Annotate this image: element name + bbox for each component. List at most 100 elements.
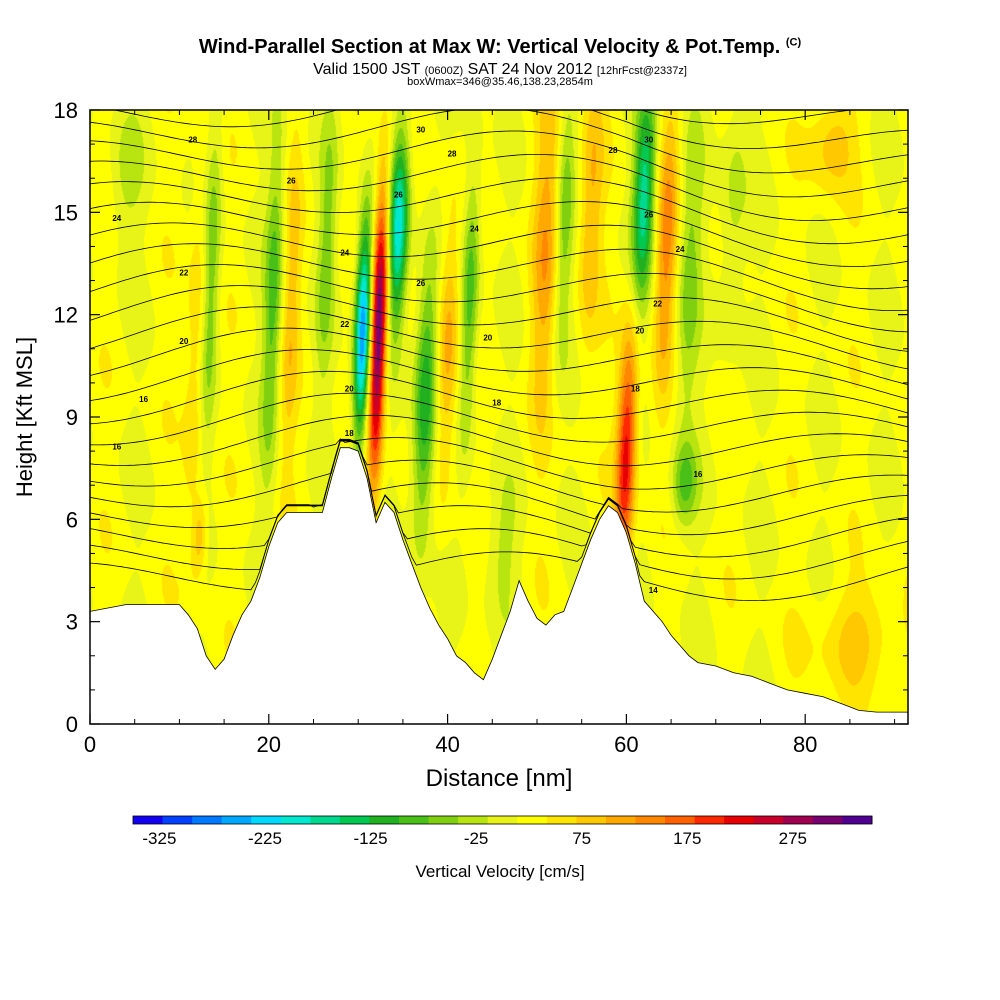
colorbar-swatch	[162, 816, 193, 824]
colorbar-swatch	[251, 816, 282, 824]
colorbar-swatch	[310, 816, 341, 824]
isentrope-line	[90, 201, 908, 267]
terrain-mask	[90, 447, 908, 724]
isentrope-label: 28	[188, 136, 197, 145]
isentrope-label: 30	[644, 136, 653, 145]
isentrope-line	[90, 439, 908, 536]
isentrope-line	[90, 154, 908, 221]
x-tick-label: 80	[793, 732, 817, 757]
colorbar-swatch	[546, 816, 577, 824]
colorbar-swatch	[280, 816, 311, 824]
isentrope-label: 28	[609, 146, 618, 155]
isentrope-line	[90, 370, 908, 425]
isentrope-label: 24	[470, 224, 479, 233]
isentrope-label: 16	[693, 470, 702, 479]
isentrope-label: 30	[416, 125, 425, 134]
isentrope-label: 24	[676, 245, 685, 254]
isentrope-line	[90, 110, 908, 174]
isentrope-line	[90, 306, 908, 370]
x-tick-label: 60	[614, 732, 638, 757]
colorbar-tick-label: -225	[248, 829, 282, 848]
colorbar-swatch	[753, 816, 784, 824]
isentrope-label: 26	[644, 211, 653, 220]
x-tick-label: 40	[435, 732, 459, 757]
colorbar-tick-label: 75	[572, 829, 591, 848]
x-axis-label: Distance [nm]	[425, 765, 573, 792]
colorbar-swatch	[724, 816, 755, 824]
isentrope-label: 20	[179, 337, 188, 346]
y-tick-label: 18	[54, 98, 78, 123]
isentrope-line	[90, 285, 908, 352]
isentrope-label: 20	[483, 334, 492, 343]
isentrope-label: 14	[649, 586, 658, 595]
colorbar-swatch	[339, 816, 370, 824]
y-tick-label: 9	[66, 405, 78, 430]
isentrope-line	[90, 130, 908, 198]
isentrope-line	[112, 110, 908, 149]
y-tick-label: 3	[66, 610, 78, 635]
isentrope-label: 24	[340, 248, 349, 257]
chart-subtitle: Valid 1500 JST (0600Z) SAT 24 Nov 2012 […	[313, 61, 687, 78]
colorbar-tick-label: -25	[464, 829, 489, 848]
y-axis-label: Height [Kft MSL]	[12, 336, 37, 498]
colorbar-swatch	[783, 816, 814, 824]
colorbar-swatch	[842, 816, 873, 824]
colorbar-swatch	[399, 816, 430, 824]
y-tick-label: 15	[54, 200, 78, 225]
colorbar-swatch	[694, 816, 725, 824]
chart-title: Wind-Parallel Section at Max W: Vertical…	[198, 36, 802, 58]
cross-section-chart: 14 16 16 16 18 18 18 20 20 20 20 22 22 22 24 24 24 24 26 26…	[54, 98, 909, 848]
isentrope-line	[90, 392, 908, 446]
isentrope-label: 22	[340, 320, 349, 329]
isentrope-line	[90, 437, 908, 490]
isentrope-label: 20	[635, 327, 644, 336]
colorbar-swatch	[221, 816, 252, 824]
x-tick-label: 20	[257, 732, 281, 757]
isentrope-line	[640, 110, 856, 125]
isentrope-line	[90, 349, 908, 402]
x-tick-label: 0	[84, 732, 96, 757]
isentrope-line	[90, 327, 908, 385]
y-tick-label: 0	[66, 712, 78, 737]
colorbar-tick-label: 275	[779, 829, 807, 848]
isentrope-label: 22	[179, 269, 188, 278]
colorbar-swatch	[635, 816, 666, 824]
plot-frame	[89, 109, 909, 725]
isentrope-label: 18	[345, 429, 354, 438]
isentrope-label: 18	[492, 398, 501, 407]
colorbar-frame	[132, 815, 873, 825]
isentrope-label: 24	[112, 214, 121, 223]
colorbar-tick-label: -125	[354, 829, 388, 848]
colorbar-swatch	[576, 816, 607, 824]
colorbar-tick-label: 175	[673, 829, 701, 848]
isentrope-line	[90, 222, 908, 290]
colorbar-label: Vertical Velocity [cm/s]	[415, 862, 585, 881]
isentrope-line	[90, 264, 908, 333]
isentrope-label: 22	[653, 299, 662, 308]
isentrope-line	[90, 414, 908, 467]
colorbar-swatch	[605, 816, 637, 824]
colorbar-swatch	[517, 816, 548, 824]
isentrope-line	[90, 438, 908, 513]
isentrope-label: 20	[345, 385, 354, 394]
isentrope-label: 26	[394, 190, 403, 199]
colorbar-swatch	[487, 816, 518, 824]
vertical-velocity-field	[90, 110, 908, 724]
isentrope-label: 18	[631, 385, 640, 394]
title-mark: (C)	[785, 36, 802, 49]
isentrope-label: 26	[287, 177, 296, 186]
colorbar-swatch	[665, 816, 696, 824]
colorbar-swatch	[812, 816, 843, 824]
isentrope-label: 16	[139, 395, 148, 404]
isentrope-label: 26	[416, 279, 425, 288]
isentrope-line	[90, 243, 908, 311]
isentrope-line	[90, 440, 908, 580]
isentrope-line	[90, 177, 908, 245]
isentrope-line	[90, 440, 908, 601]
colorbar-swatch	[133, 816, 164, 824]
isentrope-label: 16	[112, 443, 121, 452]
axes: 0 20 40 60 80 0 3 6 9 12 15 18	[54, 98, 908, 757]
y-tick-label: 12	[54, 303, 78, 328]
colorbar-swatch	[192, 816, 223, 824]
colorbar-swatch	[428, 816, 459, 824]
